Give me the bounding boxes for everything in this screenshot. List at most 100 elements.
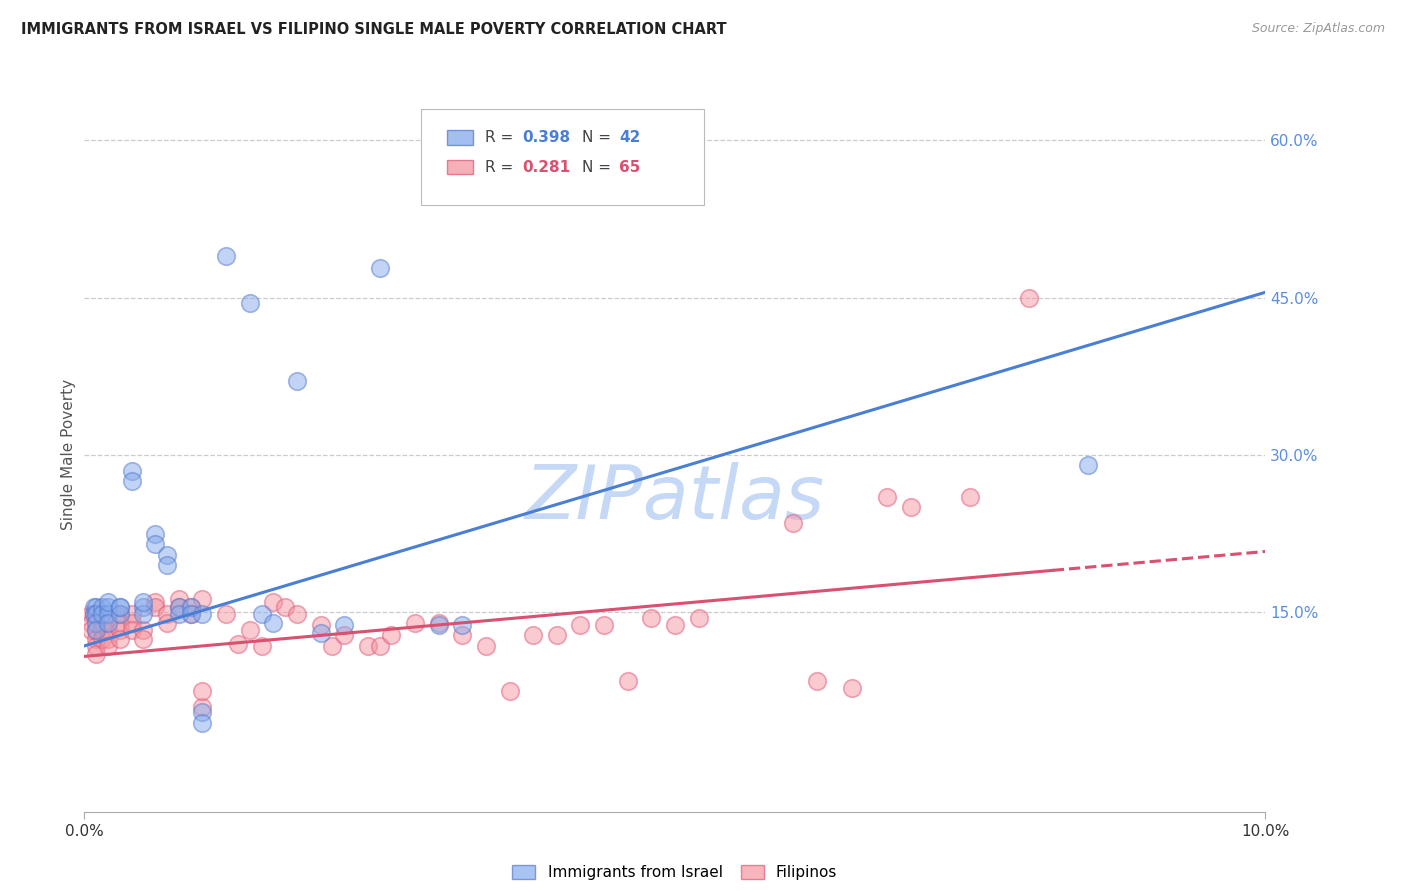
Point bbox=[97, 623, 120, 637]
Point bbox=[84, 623, 107, 637]
Text: Source: ZipAtlas.com: Source: ZipAtlas.com bbox=[1251, 22, 1385, 36]
Point bbox=[80, 615, 103, 630]
Point bbox=[357, 639, 380, 653]
Point bbox=[84, 639, 107, 653]
Point bbox=[285, 375, 308, 389]
Point bbox=[191, 684, 214, 698]
Point bbox=[83, 607, 105, 622]
Point bbox=[285, 607, 308, 622]
Point bbox=[167, 600, 190, 615]
Point bbox=[143, 537, 166, 551]
FancyBboxPatch shape bbox=[420, 109, 704, 205]
Point bbox=[380, 628, 402, 642]
FancyBboxPatch shape bbox=[447, 161, 472, 175]
Point bbox=[191, 607, 214, 622]
Point bbox=[640, 610, 662, 624]
Point bbox=[841, 681, 863, 695]
Point bbox=[97, 632, 120, 646]
Point bbox=[108, 615, 131, 630]
Point bbox=[132, 600, 155, 615]
Point bbox=[167, 600, 190, 615]
Point bbox=[900, 500, 922, 515]
Point bbox=[91, 615, 114, 630]
Point bbox=[191, 715, 214, 730]
Point bbox=[108, 632, 131, 646]
Point bbox=[1018, 291, 1040, 305]
Point bbox=[688, 610, 710, 624]
Point bbox=[84, 648, 107, 662]
Point bbox=[180, 607, 202, 622]
Point bbox=[806, 673, 828, 688]
Point bbox=[80, 607, 103, 622]
Point bbox=[132, 607, 155, 622]
Text: 0.281: 0.281 bbox=[523, 160, 571, 175]
Text: IMMIGRANTS FROM ISRAEL VS FILIPINO SINGLE MALE POVERTY CORRELATION CHART: IMMIGRANTS FROM ISRAEL VS FILIPINO SINGL… bbox=[21, 22, 727, 37]
Point bbox=[91, 600, 114, 615]
Point bbox=[368, 261, 391, 276]
Text: N =: N = bbox=[582, 160, 616, 175]
Point bbox=[97, 607, 120, 622]
Point bbox=[569, 618, 592, 632]
Point bbox=[84, 623, 107, 637]
Point bbox=[180, 600, 202, 615]
Point bbox=[498, 684, 520, 698]
Point bbox=[156, 558, 179, 573]
Point bbox=[97, 639, 120, 653]
Text: 0.398: 0.398 bbox=[523, 130, 571, 145]
Point bbox=[180, 607, 202, 622]
Point bbox=[108, 623, 131, 637]
Point bbox=[108, 607, 131, 622]
Point bbox=[250, 607, 273, 622]
Point bbox=[215, 607, 238, 622]
Text: N =: N = bbox=[582, 130, 616, 145]
Text: 42: 42 bbox=[620, 130, 641, 145]
Text: ZIPatlas: ZIPatlas bbox=[524, 462, 825, 533]
Point bbox=[83, 607, 105, 622]
Point bbox=[226, 637, 249, 651]
Point bbox=[132, 632, 155, 646]
Point bbox=[108, 600, 131, 615]
Point bbox=[593, 618, 616, 632]
Point bbox=[546, 628, 568, 642]
Point bbox=[262, 595, 284, 609]
Point bbox=[156, 548, 179, 562]
Point bbox=[250, 639, 273, 653]
Point bbox=[321, 639, 343, 653]
Point bbox=[309, 626, 332, 640]
Point bbox=[97, 595, 120, 609]
Point bbox=[108, 600, 131, 615]
Point bbox=[121, 615, 143, 630]
Point bbox=[84, 615, 107, 630]
Point bbox=[156, 607, 179, 622]
FancyBboxPatch shape bbox=[447, 130, 472, 145]
Point bbox=[1077, 458, 1099, 473]
Point bbox=[404, 615, 426, 630]
Point bbox=[191, 591, 214, 606]
Text: R =: R = bbox=[485, 160, 517, 175]
Point bbox=[167, 591, 190, 606]
Point bbox=[143, 600, 166, 615]
Point bbox=[97, 615, 120, 630]
Point bbox=[475, 639, 498, 653]
Point bbox=[91, 607, 114, 622]
Point bbox=[451, 628, 474, 642]
Point bbox=[876, 490, 898, 504]
Point bbox=[191, 705, 214, 719]
Point bbox=[143, 595, 166, 609]
Point bbox=[522, 628, 544, 642]
Point bbox=[132, 623, 155, 637]
Point bbox=[84, 632, 107, 646]
Point bbox=[121, 607, 143, 622]
Point bbox=[333, 628, 356, 642]
Point bbox=[80, 623, 103, 637]
Point bbox=[180, 600, 202, 615]
Point bbox=[167, 607, 190, 622]
Point bbox=[84, 607, 107, 622]
Point bbox=[427, 615, 450, 630]
Point bbox=[121, 623, 143, 637]
Point bbox=[309, 618, 332, 632]
Point bbox=[239, 295, 262, 310]
Point bbox=[239, 623, 262, 637]
Point bbox=[959, 490, 981, 504]
Point bbox=[333, 618, 356, 632]
